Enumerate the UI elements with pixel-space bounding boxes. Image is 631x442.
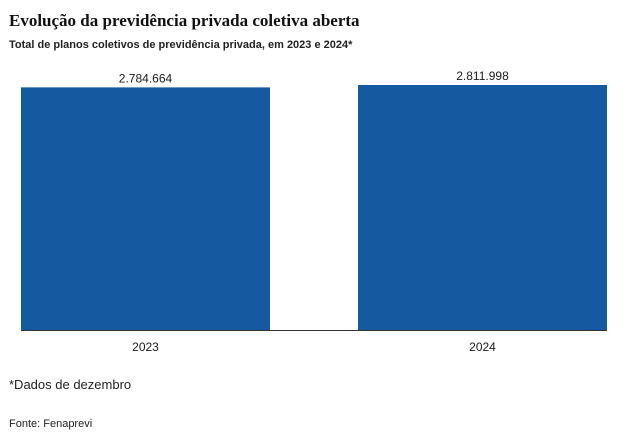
footnote: *Dados de dezembro xyxy=(9,377,132,392)
data-label-2023: 2.784.664 xyxy=(119,71,173,85)
data-label-2024: 2.811.998 xyxy=(456,69,509,83)
x-tick-label-2024: 2024 xyxy=(469,340,496,354)
chart-subtitle: Total de planos coletivos de previdência… xyxy=(9,39,353,51)
bar-2024 xyxy=(358,85,607,330)
chart-title: Evolução da previdência privada coletiva… xyxy=(9,11,360,30)
x-tick-label-2023: 2023 xyxy=(132,340,159,354)
bar-chart: 2.784.664 2023 2.811.998 2024 xyxy=(21,69,607,354)
bar-2023 xyxy=(21,87,270,330)
source-note: Fonte: Fenaprevi xyxy=(9,418,93,430)
